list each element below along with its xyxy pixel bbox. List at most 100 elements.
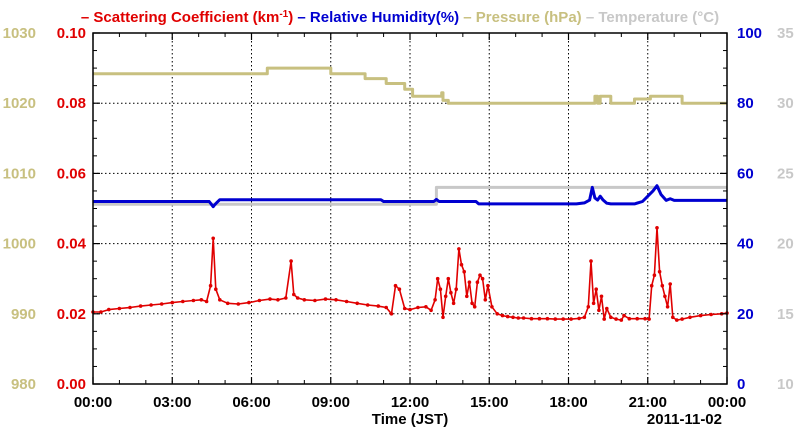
series-point-scattering <box>467 280 472 285</box>
series-point-scattering <box>451 301 456 306</box>
pressure-tick-label: 1010 <box>3 165 36 182</box>
series-point-scattering <box>505 314 510 319</box>
series-point-scattering <box>276 298 280 302</box>
series-point-scattering <box>393 283 398 288</box>
series-point-scattering <box>602 317 606 321</box>
series-point-scattering <box>594 287 598 292</box>
scattering-tick-label: 0.04 <box>57 236 87 253</box>
series-point-scattering <box>470 301 474 306</box>
series-point-scattering <box>107 307 111 312</box>
series-point-scattering <box>170 300 175 305</box>
series-point-scattering <box>537 316 542 321</box>
series-point-scattering <box>292 292 296 297</box>
humidity-tick-label: 100 <box>737 25 762 42</box>
series-point-scattering <box>569 317 573 321</box>
series-point-scattering <box>472 305 477 309</box>
scattering-tick-label: 0.02 <box>57 306 86 323</box>
temperature-tick-label: 10 <box>777 376 794 393</box>
chart-gridlines <box>93 33 727 384</box>
series-point-scattering <box>355 301 360 306</box>
x-tick-label: 00:00 <box>74 394 112 411</box>
temperature-tick-label: 30 <box>777 95 794 112</box>
series-point-scattering <box>435 276 440 281</box>
series-point-scattering <box>149 303 153 307</box>
scattering-tick-label: 0.06 <box>57 165 86 182</box>
series-point-scattering <box>424 305 428 309</box>
chart-series-layer <box>91 66 729 322</box>
series-point-scattering <box>660 283 665 288</box>
series-point-scattering <box>614 317 618 321</box>
series-point-scattering <box>449 290 453 295</box>
series-point-scattering <box>698 313 703 318</box>
temperature-tick-label: 15 <box>777 306 794 323</box>
x-tick-label: 06:00 <box>232 394 270 411</box>
series-point-scattering <box>643 316 647 321</box>
series-point-scattering <box>478 273 482 278</box>
series-point-scattering <box>295 296 300 300</box>
series-point-scattering <box>376 304 381 308</box>
series-point-scattering <box>117 306 122 311</box>
series-line-temperature <box>93 185 727 206</box>
humidity-tick-label: 40 <box>737 236 754 253</box>
series-line-pressure <box>93 66 727 105</box>
pressure-tick-label: 980 <box>11 376 36 393</box>
series-point-scattering <box>582 315 587 320</box>
series-point-scattering <box>225 301 230 306</box>
series-point-scattering <box>236 302 241 306</box>
series-point-scattering <box>128 305 132 310</box>
series-point-scattering <box>218 298 222 302</box>
series-point-scattering <box>577 316 581 321</box>
series-point-scattering <box>211 236 215 241</box>
series-point-scattering <box>709 312 713 317</box>
series-point-scattering <box>365 303 370 307</box>
chart-legend: – Scattering Coefficient (km-1) – Relati… <box>81 9 719 27</box>
x-tick-label: 18:00 <box>549 394 587 411</box>
series-point-scattering <box>429 308 433 313</box>
series-point-scattering <box>668 282 672 286</box>
series-point-scattering <box>443 294 448 299</box>
series-point-scattering <box>402 306 407 311</box>
pressure-tick-label: 990 <box>11 306 36 323</box>
series-point-scattering <box>483 298 488 302</box>
series-point-scattering <box>680 317 684 321</box>
humidity-tick-label: 60 <box>737 165 754 182</box>
series-line-scattering <box>93 227 728 321</box>
series-point-scattering <box>665 305 670 309</box>
pressure-tick-label: 1020 <box>3 95 36 112</box>
x-tick-label: 15:00 <box>470 394 508 411</box>
series-point-scattering <box>138 304 143 308</box>
series-point-scattering <box>635 316 639 321</box>
series-point-scattering <box>99 310 103 314</box>
series-scattering <box>91 226 729 322</box>
series-point-scattering <box>605 306 609 311</box>
series-point-scattering <box>462 269 467 274</box>
series-line-humidity <box>93 184 727 209</box>
series-point-scattering <box>649 283 654 288</box>
series-point-scattering <box>490 305 494 309</box>
temperature-tick-label: 20 <box>777 236 794 253</box>
series-point-scattering <box>159 302 164 306</box>
series-point-scattering <box>268 297 272 301</box>
x-tick-label: 00:00 <box>708 394 746 411</box>
series-point-scattering <box>302 298 307 302</box>
pressure-tick-label: 1030 <box>3 25 36 42</box>
x-tick-label: 09:00 <box>312 394 350 411</box>
series-point-scattering <box>416 305 420 310</box>
x-tick-label: 21:00 <box>629 394 667 411</box>
series-point-scattering <box>663 294 667 299</box>
series-point-scattering <box>457 247 461 251</box>
series-point-scattering <box>459 262 464 267</box>
series-point-scattering <box>247 300 251 305</box>
series-point-scattering <box>486 283 490 288</box>
x-axis-label: Time (JST) <box>372 411 448 428</box>
humidity-tick-label: 80 <box>737 95 754 112</box>
series-point-scattering <box>389 312 394 316</box>
series-point-scattering <box>384 305 389 310</box>
series-point-scattering <box>199 298 204 302</box>
series-point-scattering <box>446 276 451 281</box>
series-point-scattering <box>586 305 591 309</box>
series-point-scattering <box>289 259 293 263</box>
temperature-tick-label: 25 <box>777 165 794 182</box>
series-point-scattering <box>599 294 604 299</box>
